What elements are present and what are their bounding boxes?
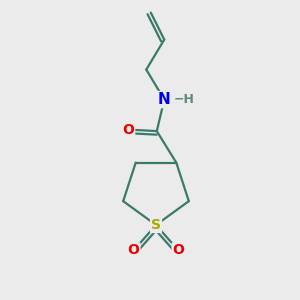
Text: S: S: [151, 218, 161, 232]
Text: O: O: [122, 123, 134, 136]
Text: O: O: [172, 244, 184, 257]
Text: N: N: [158, 92, 171, 107]
Text: O: O: [128, 244, 140, 257]
Text: −H: −H: [173, 93, 194, 106]
